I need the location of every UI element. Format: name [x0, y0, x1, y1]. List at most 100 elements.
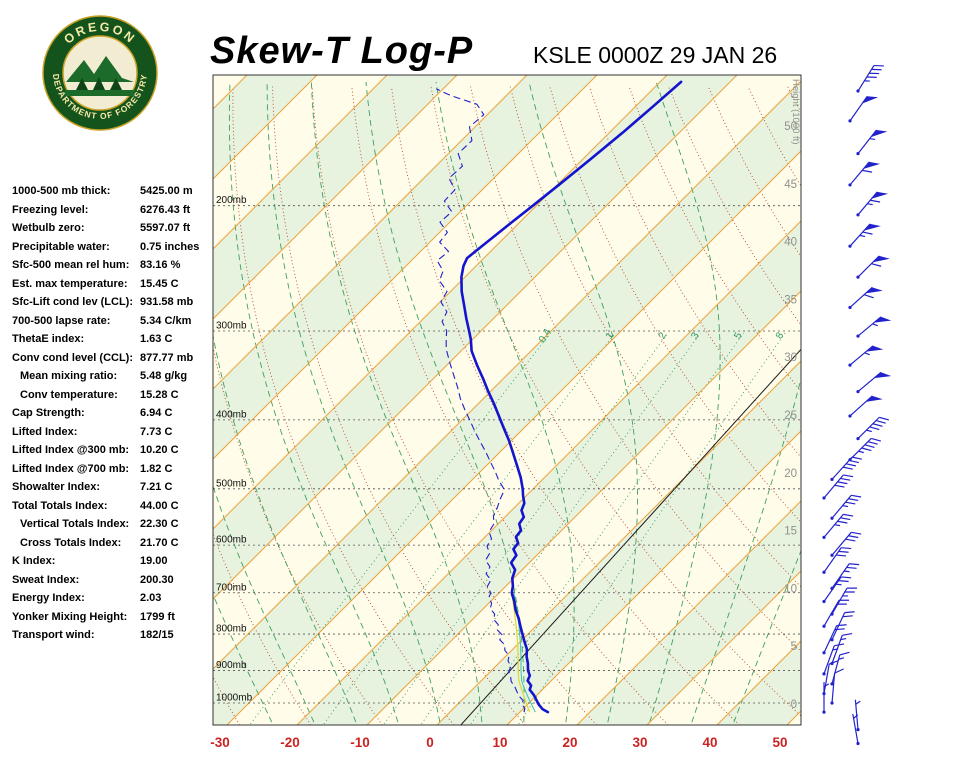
stat-label: Vertical Totals Index: — [20, 518, 130, 530]
temperature-curve — [460, 80, 683, 714]
stat-row: Showalter Index: 7.21 C — [12, 481, 212, 500]
temp-axis-label: 40 — [702, 735, 717, 750]
stat-row: Lifted Index @300 mb: 10.20 C — [12, 444, 212, 463]
stat-label: Sweat Index: — [12, 573, 80, 586]
plot-border — [212, 74, 802, 726]
stat-value: 931.58 mb — [140, 296, 194, 308]
mixing-ratio-label: 8 — [774, 330, 787, 341]
wind-barbs — [822, 64, 892, 746]
height-label: 5 — [791, 641, 797, 653]
dry-adiabats — [213, 86, 801, 725]
stat-value: 1.82 C — [140, 462, 173, 475]
stat-row: Transport wind: 182/15 — [12, 629, 212, 648]
stat-label: Sfc-500 mean rel hum: — [12, 259, 130, 271]
stat-value: 1.63 C — [140, 333, 173, 345]
mixing-ratio-lines — [250, 332, 786, 725]
stat-row: Precipitable water: 0.75 inches — [12, 241, 212, 260]
stat-value: 1799 ft — [140, 610, 175, 623]
stat-label: Precipitable water: — [12, 240, 110, 253]
stat-row: Conv temperature: 15.28 C — [12, 389, 212, 408]
page-title: Skew-T Log-P — [210, 30, 474, 72]
moist-adiabats — [213, 81, 801, 723]
odf-logo: OREGON DEPARTMENT OF FORESTRY — [42, 15, 158, 131]
stat-value: 6276.43 ft — [140, 203, 191, 216]
stat-row: Lifted Index: 7.73 C — [12, 426, 212, 445]
stat-value: 7.21 C — [140, 481, 173, 493]
height-label: 0 — [791, 699, 797, 711]
stat-label: Lifted Index @300 mb: — [12, 444, 130, 456]
parcel-curve — [511, 592, 531, 713]
stat-label: Est. max temperature: — [12, 277, 128, 290]
stat-label: ThetaE index: — [12, 333, 85, 345]
temp-axis-label: -30 — [210, 735, 230, 750]
pressure-label: 800mb — [216, 624, 247, 635]
height-label: 50 — [784, 121, 797, 133]
stat-row: Sfc-Lift cond lev (LCL): 931.58 mb — [12, 296, 212, 315]
stat-label: Lifted Index @700 mb: — [12, 462, 130, 475]
stat-label: Cap Strength: — [12, 407, 85, 419]
mixing-ratio-label: 5 — [732, 330, 745, 341]
stats-panel: 1000-500 mb thick: 5425.00 m Freezing leve… — [12, 185, 212, 648]
mixing-ratio-label: 0.4 — [537, 327, 554, 345]
stat-value: 5425.00 m — [140, 185, 193, 197]
height-label: 15 — [784, 526, 797, 538]
height-label: 30 — [784, 352, 797, 364]
stat-label: Showalter Index: — [12, 481, 101, 493]
logo-trees-icon — [76, 77, 122, 92]
height-label: 20 — [784, 468, 797, 480]
stat-row: Lifted Index @700 mb: 1.82 C — [12, 463, 212, 482]
temp-axis-label: 10 — [492, 735, 507, 750]
stat-label: 700-500 lapse rate: — [12, 314, 111, 327]
stat-label: Mean mixing ratio: — [20, 370, 118, 382]
mixing-ratio-label: 3 — [689, 330, 702, 341]
stat-row: Freezing level: 6276.43 ft — [12, 204, 212, 223]
sounding-curves — [435, 80, 683, 714]
stat-value: 5.48 g/kg — [140, 370, 188, 382]
stat-row: ThetaE index: 1.63 C — [12, 333, 212, 352]
temp-axis-label: -20 — [280, 735, 300, 750]
reference-line — [460, 348, 801, 725]
stat-row: Sfc-500 mean rel hum: 83.16 % — [12, 259, 212, 278]
logo-mountains-icon — [66, 56, 134, 82]
pressure-label: 1000mb — [216, 693, 253, 704]
stat-row: Cap Strength: 6.94 C — [12, 407, 212, 426]
stat-row: Yonker Mixing Height: 1799 ft — [12, 611, 212, 630]
stat-row: K Index: 19.00 — [12, 555, 212, 574]
stat-row: 700-500 lapse rate: 5.34 C/km — [12, 315, 212, 334]
temp-axis-label: 0 — [426, 735, 434, 750]
stat-value: 7.73 C — [140, 425, 173, 438]
stat-value: 83.16 % — [140, 259, 181, 271]
stat-row: Est. max temperature: 15.45 C — [12, 278, 212, 297]
station-time-label: KSLE 0000Z 29 JAN 26 — [533, 42, 778, 68]
stat-value: 2.03 — [140, 592, 162, 604]
stat-value: 21.70 C — [140, 536, 179, 549]
stat-label: Energy Index: — [12, 592, 85, 604]
stat-value: 0.75 inches — [140, 240, 200, 253]
height-label: 35 — [784, 294, 797, 306]
height-label: 25 — [784, 410, 797, 422]
stat-value: 200.30 — [140, 573, 174, 586]
temp-axis-label: 30 — [632, 735, 647, 750]
stat-label: Conv cond level (CCL): — [12, 351, 134, 364]
stat-value: 44.00 C — [140, 499, 179, 512]
stat-label: Sfc-Lift cond lev (LCL): — [12, 296, 133, 308]
stat-value: 6.94 C — [140, 407, 173, 419]
pressure-label: 500mb — [216, 478, 247, 489]
pressure-label: 300mb — [216, 320, 247, 331]
stat-row: Vertical Totals Index: 22.30 C — [12, 518, 212, 537]
temp-axis-label: 20 — [562, 735, 577, 750]
stat-label: 1000-500 mb thick: — [12, 185, 111, 197]
stat-row: Mean mixing ratio: 5.48 g/kg — [12, 370, 212, 389]
temp-axis-labels: -30 -20 -10 0 10 20 30 40 50 — [210, 735, 787, 750]
temp-axis-label: -10 — [350, 735, 370, 750]
stat-label: Total Totals Index: — [12, 499, 108, 512]
stat-value: 15.45 C — [140, 277, 179, 290]
temp-axis-label: 50 — [772, 735, 787, 750]
stat-value: 19.00 — [140, 555, 168, 567]
mixing-ratio-labels: 0.4 1 2 3 5 8 — [537, 327, 787, 345]
stat-value: 5.34 C/km — [140, 314, 192, 327]
mixing-ratio-label: 2 — [657, 330, 670, 341]
stat-label: Yonker Mixing Height: — [12, 610, 128, 623]
